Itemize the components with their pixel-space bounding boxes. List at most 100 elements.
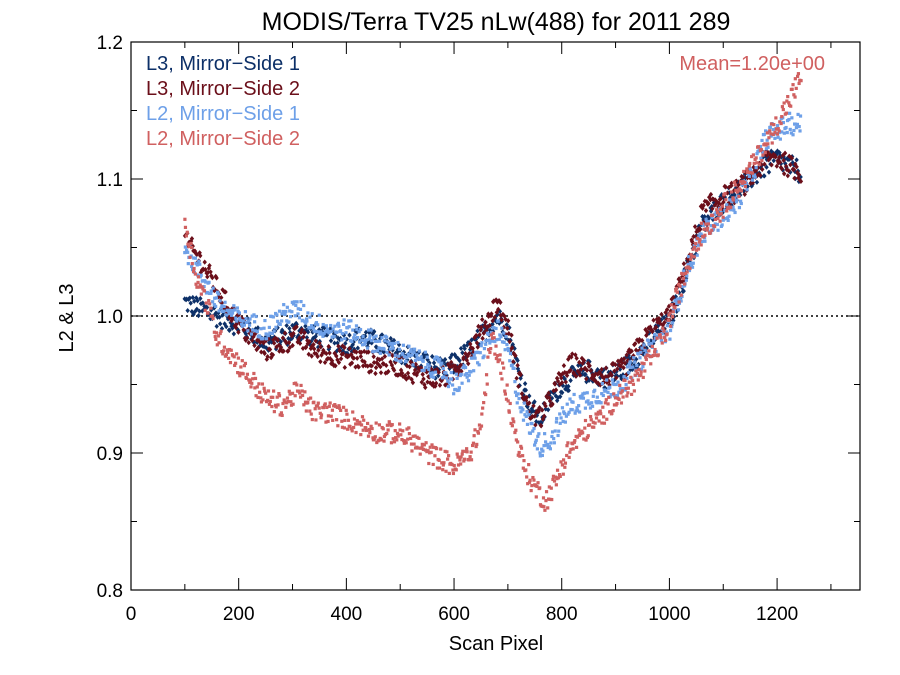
data-point	[516, 440, 520, 444]
data-point	[763, 150, 767, 155]
data-point	[409, 442, 414, 446]
data-point	[296, 332, 301, 339]
data-point	[279, 327, 285, 333]
data-point	[790, 160, 795, 166]
data-point	[702, 198, 708, 204]
data-point	[513, 430, 517, 435]
data-point	[554, 398, 560, 404]
data-point	[303, 344, 309, 350]
data-point	[225, 316, 231, 322]
data-point	[508, 401, 512, 406]
data-point	[480, 341, 484, 345]
data-point	[686, 262, 690, 266]
data-point	[255, 345, 261, 351]
data-point	[302, 329, 307, 336]
data-point	[693, 234, 698, 240]
data-point	[216, 334, 221, 338]
data-point	[547, 485, 551, 489]
data-point	[377, 438, 381, 442]
data-point	[233, 363, 237, 368]
data-point	[280, 319, 284, 323]
data-point	[725, 209, 729, 213]
data-point	[728, 198, 732, 202]
data-point	[778, 120, 782, 124]
data-point	[554, 420, 559, 424]
data-point	[661, 326, 665, 330]
data-point	[511, 359, 516, 365]
data-point	[761, 150, 765, 154]
data-point	[487, 322, 492, 329]
data-point	[580, 360, 585, 366]
data-point	[479, 424, 484, 428]
data-point	[413, 361, 419, 367]
data-point	[328, 355, 333, 362]
data-point	[347, 345, 352, 352]
data-point	[475, 344, 480, 350]
data-point	[413, 358, 418, 363]
data-point	[311, 346, 317, 352]
data-point	[390, 423, 394, 427]
data-point	[459, 372, 463, 376]
data-point	[267, 346, 273, 353]
data-point	[450, 377, 454, 381]
data-point	[499, 335, 503, 339]
data-point	[437, 382, 443, 388]
data-point	[627, 347, 632, 353]
data-point	[555, 416, 559, 421]
data-point	[645, 329, 650, 335]
data-point	[236, 370, 240, 375]
data-point	[500, 361, 505, 365]
data-point	[755, 161, 759, 165]
data-point	[188, 300, 193, 306]
data-point	[552, 381, 558, 387]
data-point	[597, 369, 602, 375]
data-point	[724, 216, 728, 221]
data-point	[332, 350, 337, 356]
data-point	[281, 401, 285, 406]
data-point	[366, 369, 372, 375]
data-point	[712, 202, 717, 208]
data-point	[581, 431, 585, 435]
data-point	[287, 389, 291, 393]
data-point	[358, 353, 363, 360]
data-point	[292, 300, 297, 304]
data-point	[325, 327, 330, 331]
data-point	[276, 319, 280, 323]
data-point	[364, 428, 369, 433]
data-point	[563, 379, 568, 385]
data-point	[538, 451, 542, 455]
data-point	[508, 351, 513, 356]
data-point	[460, 381, 464, 385]
data-point	[421, 359, 425, 363]
data-point	[623, 388, 627, 392]
data-point	[199, 273, 203, 277]
data-point	[373, 435, 377, 439]
data-point	[461, 449, 465, 453]
data-point	[330, 408, 335, 412]
data-point	[241, 319, 245, 323]
data-point	[653, 324, 659, 330]
data-point	[442, 375, 446, 379]
data-point	[529, 406, 535, 412]
data-point	[232, 304, 236, 308]
data-point	[385, 335, 389, 339]
data-point	[457, 388, 461, 392]
data-point	[635, 363, 639, 368]
data-point	[782, 131, 786, 135]
data-point	[367, 337, 372, 341]
data-point	[732, 208, 736, 212]
data-point	[357, 330, 361, 334]
data-point	[479, 344, 483, 348]
data-point	[537, 432, 541, 436]
data-point	[585, 391, 589, 395]
data-point	[454, 372, 458, 376]
data-point	[496, 297, 502, 304]
data-point	[249, 385, 253, 389]
data-point	[345, 326, 350, 330]
data-point	[265, 398, 270, 402]
data-point	[621, 387, 625, 391]
data-point	[339, 329, 343, 333]
data-point	[298, 395, 303, 399]
data-point	[295, 383, 299, 387]
data-point	[571, 400, 575, 404]
